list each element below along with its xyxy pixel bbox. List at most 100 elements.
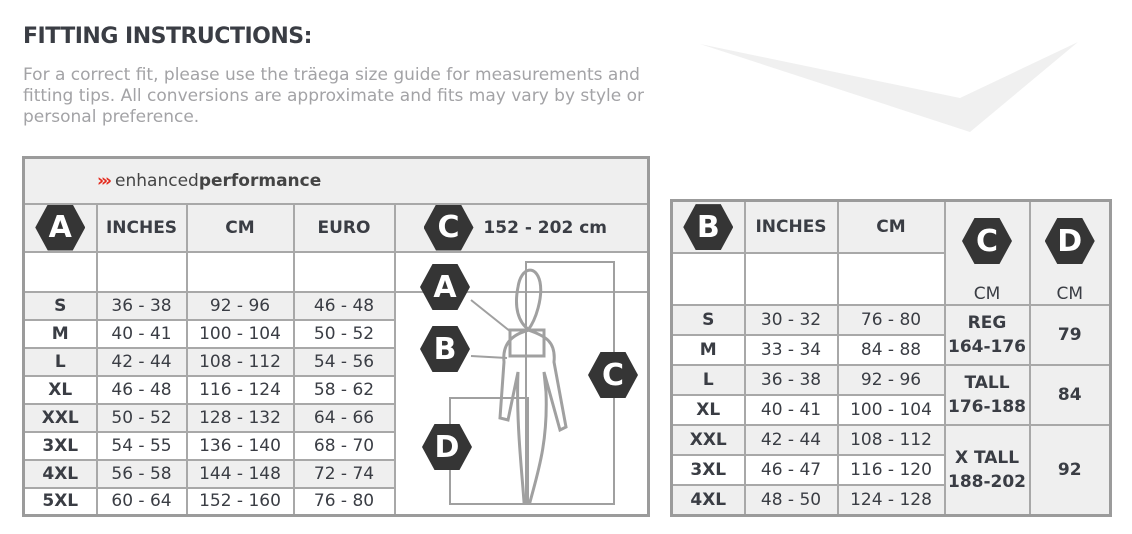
cm-cell: 128 - 132	[185, 402, 295, 433]
table-row: L 42 - 44 108 - 112 54 - 56	[22, 346, 649, 377]
table-row: 3XL 54 - 55 136 - 140 68 - 70	[22, 430, 649, 461]
brand-light: enhanced	[115, 170, 199, 191]
size-cell: M	[22, 318, 98, 349]
fit-name: X TALL	[954, 447, 1020, 468]
header-inches: INCHES	[743, 199, 839, 255]
hexagon-a-icon: A	[35, 204, 86, 251]
cm-cell: 108 - 112	[185, 346, 295, 377]
inches-cell: 60 - 64	[95, 486, 188, 517]
size-cell: 4XL	[670, 484, 746, 516]
d-value-cell: 79	[1028, 304, 1112, 366]
inches-cell: 40 - 41	[743, 394, 839, 426]
inches-cell: 56 - 58	[95, 458, 188, 489]
inches-cell: 42 - 44	[95, 346, 188, 377]
cm-cell: 136 - 140	[185, 430, 295, 461]
fit-name: REG	[967, 313, 1007, 333]
b-header: B	[670, 199, 746, 255]
cm-cell: 84 - 88	[836, 334, 946, 366]
cm-cell: 124 - 128	[836, 484, 946, 516]
height-range: 152 - 202 cm	[483, 217, 607, 238]
hexagon-b-icon: B	[683, 204, 734, 251]
height-header: C 152 - 202 cm	[393, 202, 650, 253]
hexagon-c-icon: C	[962, 218, 1012, 264]
brand-banner: ››› enhancedperformance	[22, 156, 650, 205]
inches-cell: 48 - 50	[743, 484, 839, 516]
inches-cell: 36 - 38	[743, 364, 839, 396]
header-inches: INCHES	[95, 202, 188, 253]
euro-cell: 54 - 56	[292, 346, 396, 377]
d-header: D CM	[1028, 199, 1112, 306]
euro-cell: 58 - 62	[292, 374, 396, 405]
header-euro: EURO	[292, 202, 396, 253]
fit-range: 188-202	[947, 471, 1027, 492]
size-cell: XXL	[22, 402, 98, 433]
fit-range: 164-176	[947, 337, 1027, 357]
table-row: XXL 42 - 44 108 - 112 X TALL 188-202 92	[670, 424, 1112, 516]
cm-cell: 100 - 104	[836, 394, 946, 426]
cm-cell: 76 - 80	[836, 304, 946, 336]
cm-cell: 152 - 160	[185, 486, 295, 517]
inches-cell: 36 - 38	[95, 290, 188, 321]
fit-range: 176-188	[947, 397, 1027, 417]
size-cell: S	[22, 290, 98, 321]
size-cell: M	[670, 334, 746, 366]
inches-cell: 54 - 55	[95, 430, 188, 461]
figure-hexagon-b-icon: B	[420, 326, 470, 372]
cm-cell: 100 - 104	[185, 318, 295, 349]
inches-cell: 30 - 32	[743, 304, 839, 336]
length-fit-cell: REG 164-176	[943, 304, 1031, 366]
cm-cell: 92 - 96	[836, 364, 946, 396]
figure-hexagon-d-icon: D	[422, 424, 472, 470]
size-cell: S	[670, 304, 746, 336]
size-cell: XL	[670, 394, 746, 426]
c-header: C CM	[943, 199, 1031, 306]
table-row: M 40 - 41 100 - 104 50 - 52	[22, 318, 649, 349]
fit-name: TALL	[964, 373, 1010, 393]
table-row: XL 40 - 41 100 - 104	[670, 394, 1111, 426]
header-cm: CM	[836, 199, 946, 255]
size-cell: XXL	[670, 424, 746, 456]
inches-cell: 42 - 44	[743, 424, 839, 456]
bottom-size-table: B INCHES CM C CM D CM S 30 - 32 76 - 80 REG 16…	[670, 199, 1112, 517]
table-row: XL 46 - 48 116 - 124 58 - 62	[22, 374, 649, 405]
euro-cell: 46 - 48	[292, 290, 396, 321]
inches-cell: 33 - 34	[743, 334, 839, 366]
chevron-watermark-icon	[700, 42, 1078, 132]
cm-cell: 108 - 112	[836, 424, 946, 456]
c-unit: CM	[973, 284, 1001, 304]
size-cell: XL	[22, 374, 98, 405]
length-fit-cell: TALL 176-188	[943, 364, 1031, 426]
euro-cell: 68 - 70	[292, 430, 396, 461]
size-cell: L	[22, 346, 98, 377]
arrows-icon: ›››	[97, 170, 112, 191]
brand-bold: performance	[198, 170, 322, 191]
table-row: 5XL 60 - 64 152 - 160 76 - 80	[22, 486, 649, 517]
inches-cell: 46 - 47	[743, 454, 839, 486]
cm-cell: 116 - 124	[185, 374, 295, 405]
table-row: M 33 - 34 84 - 88	[670, 334, 1111, 366]
size-cell: 5XL	[22, 486, 98, 517]
cm-cell: 92 - 96	[185, 290, 295, 321]
d-value-cell: 92	[1028, 424, 1112, 516]
table-row: 3XL 46 - 47 116 - 120	[670, 454, 1111, 486]
size-cell: 4XL	[22, 458, 98, 489]
intro-text: For a correct fit, please use the träega…	[23, 65, 644, 127]
hexagon-d-icon: D	[1044, 218, 1095, 264]
table-row: XXL 50 - 52 128 - 132 64 - 66	[22, 402, 649, 433]
table-row: 4XL 48 - 50 124 - 128	[670, 484, 1111, 516]
header-cm: CM	[185, 202, 295, 253]
euro-cell: 72 - 74	[292, 458, 396, 489]
euro-cell: 64 - 66	[292, 402, 396, 433]
figure-hexagon-a-icon: A	[420, 264, 470, 310]
inches-cell: 46 - 48	[95, 374, 188, 405]
cm-cell: 144 - 148	[185, 458, 295, 489]
inches-cell: 40 - 41	[95, 318, 188, 349]
inches-cell: 50 - 52	[95, 402, 188, 433]
d-unit: CM	[1056, 284, 1084, 304]
cm-cell: 116 - 120	[836, 454, 946, 486]
top-size-table: ››› enhancedperformance A INCHES CM EURO …	[22, 156, 650, 517]
page-title: FITTING INSTRUCTIONS:	[23, 24, 312, 49]
table-row: S 36 - 38 92 - 96 46 - 48	[22, 290, 649, 321]
size-cell: L	[670, 364, 746, 396]
table-row: L 36 - 38 92 - 96 TALL 176-188 84	[670, 364, 1112, 426]
